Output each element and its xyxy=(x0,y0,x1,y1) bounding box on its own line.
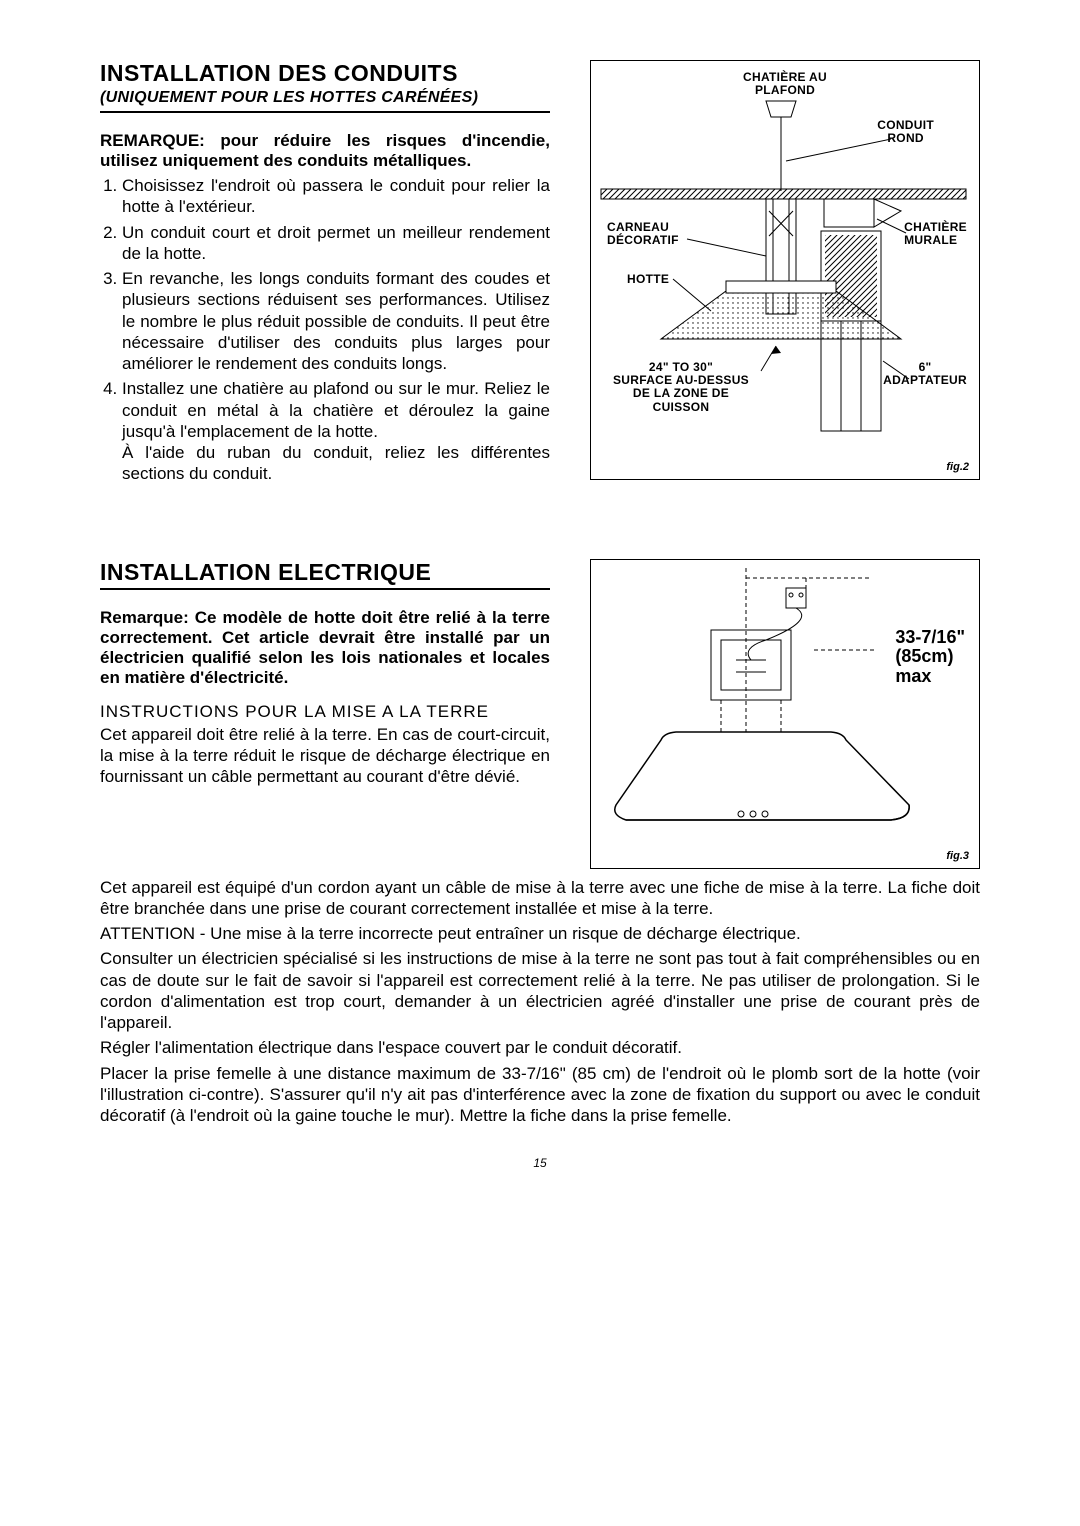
paragraph: Régler l'alimentation électrique dans l'… xyxy=(100,1037,980,1058)
fig2-label-round-duct: CONDUITROND xyxy=(877,119,934,145)
list-item: Installez une chatière au plafond ou sur… xyxy=(122,378,550,484)
fig3-caption: fig.3 xyxy=(946,850,969,862)
section1-text-column: INSTALLATION DES CONDUITS (UNIQUEMENT PO… xyxy=(100,60,550,489)
paragraph: Cet appareil doit être relié à la terre.… xyxy=(100,724,550,788)
fig3-svg xyxy=(591,560,979,870)
list-item: Un conduit court et droit permet un meil… xyxy=(122,222,550,265)
paragraph: Consulter un électricien spécialisé si l… xyxy=(100,948,980,1033)
fig2-label-carneau: CARNEAUDÉCORATIF xyxy=(607,221,679,247)
section1-subtitle: (UNIQUEMENT POUR LES HOTTES CARÉNÉES) xyxy=(100,89,550,107)
paragraph: Cet appareil est équipé d'un cordon ayan… xyxy=(100,877,980,920)
fig3-box: 33-7/16"(85cm)max fig.3 xyxy=(590,559,980,869)
fig2-container: CHATIÈRE AUPLAFOND CONDUITROND CARNEAUDÉ… xyxy=(590,60,980,489)
section-electrical: INSTALLATION ELECTRIQUE Remarque: Ce mod… xyxy=(100,559,980,869)
section1-list: Choisissez l'endroit où passera le condu… xyxy=(100,175,550,485)
fig2-label-wall-cap: CHATIÈREMURALE xyxy=(904,221,967,247)
fig2-caption: fig.2 xyxy=(946,461,969,473)
section2-title: INSTALLATION ELECTRIQUE xyxy=(100,559,550,586)
paragraph: ATTENTION - Une mise à la terre incorrec… xyxy=(100,923,980,944)
fig2-label-ceiling-cap: CHATIÈRE AUPLAFOND xyxy=(591,71,979,97)
section1-title: INSTALLATION DES CONDUITS xyxy=(100,60,550,87)
fig2-label-hotte: HOTTE xyxy=(627,273,669,286)
list-item-extra: À l'aide du ruban du conduit, reliez les… xyxy=(122,442,550,485)
section2-text-column: INSTALLATION ELECTRIQUE Remarque: Ce mod… xyxy=(100,559,550,869)
list-item: Choisissez l'endroit où passera le condu… xyxy=(122,175,550,218)
section1-note: REMARQUE: pour réduire les risques d'inc… xyxy=(100,131,550,171)
paragraph: Placer la prise femelle à une distance m… xyxy=(100,1063,980,1127)
section2-rule xyxy=(100,588,550,590)
page-number: 15 xyxy=(100,1156,980,1170)
grounding-heading: INSTRUCTIONS POUR LA MISE A LA TERRE xyxy=(100,702,550,722)
fig3-dimension: 33-7/16"(85cm)max xyxy=(895,628,965,687)
fig3-container: 33-7/16"(85cm)max fig.3 xyxy=(590,559,980,869)
list-item-text: Installez une chatière au plafond ou sur… xyxy=(122,379,550,441)
list-item: En revanche, les longs conduits formant … xyxy=(122,268,550,374)
fig2-box: CHATIÈRE AUPLAFOND CONDUITROND CARNEAUDÉ… xyxy=(590,60,980,480)
fig2-label-adapter: 6"ADAPTATEUR xyxy=(883,361,967,387)
section1-rule xyxy=(100,111,550,113)
section-ductwork: INSTALLATION DES CONDUITS (UNIQUEMENT PO… xyxy=(100,60,980,489)
fig2-label-surface: 24" TO 30"SURFACE AU-DESSUSDE LA ZONE DE… xyxy=(601,361,761,414)
section2-note: Remarque: Ce modèle de hotte doit être r… xyxy=(100,608,550,688)
full-width-text: Cet appareil est équipé d'un cordon ayan… xyxy=(100,877,980,1127)
